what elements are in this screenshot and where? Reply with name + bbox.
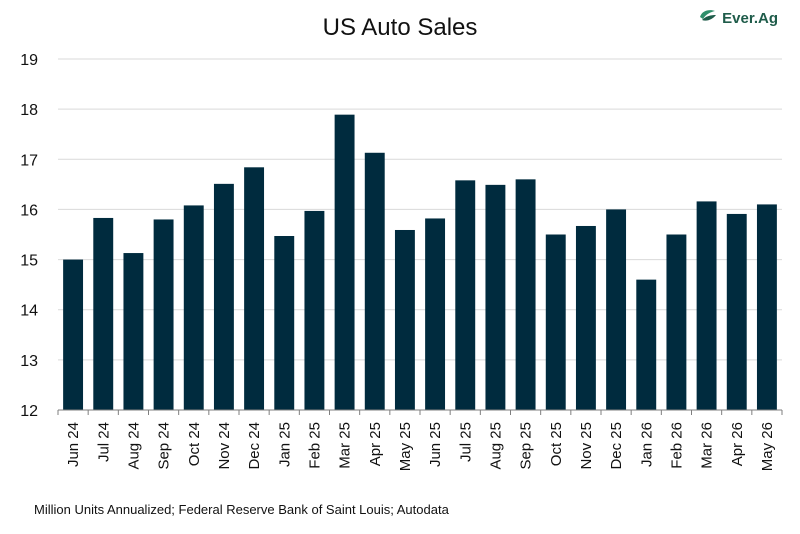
x-tick-label: Aug 24 — [125, 422, 142, 470]
y-tick-label: 15 — [20, 253, 38, 270]
y-tick-label: 17 — [20, 152, 38, 169]
x-tick-label: Aug 25 — [487, 422, 504, 470]
x-tick-label: Sep 24 — [156, 422, 173, 470]
x-tick-label: Jul 25 — [457, 422, 474, 462]
x-tick-label: Jan 25 — [276, 422, 293, 467]
x-tick-label: Jan 26 — [638, 422, 655, 467]
x-tick-label: May 26 — [759, 422, 776, 471]
bar — [304, 210, 325, 410]
bar — [575, 225, 596, 410]
bar — [666, 234, 687, 410]
chart-title: US Auto Sales — [322, 14, 478, 41]
y-tick-label: 19 — [20, 52, 38, 69]
bar — [153, 219, 174, 410]
x-tick-label: Feb 26 — [668, 422, 685, 469]
bar — [545, 234, 566, 410]
x-tick-label: Mar 26 — [699, 422, 716, 469]
y-tick-label: 14 — [20, 303, 38, 320]
x-tick-label: Nov 25 — [578, 422, 595, 470]
bar — [394, 229, 415, 410]
bar — [756, 204, 777, 410]
x-tick-label: Mar 25 — [337, 422, 354, 469]
y-tick-label: 16 — [20, 202, 38, 219]
bar — [244, 167, 265, 410]
bar — [726, 213, 747, 410]
x-tick-label: Oct 25 — [548, 422, 565, 466]
bar — [696, 201, 717, 410]
x-tick-label: Jun 25 — [427, 422, 444, 467]
x-tick-label: Nov 24 — [216, 422, 233, 470]
x-tick-label: Jun 24 — [65, 422, 82, 467]
bar — [606, 209, 627, 410]
bar — [515, 179, 536, 410]
y-tick-label: 12 — [20, 403, 38, 420]
bar — [334, 114, 355, 410]
bar — [183, 205, 204, 410]
x-tick-label: Feb 25 — [306, 422, 323, 469]
brand-logo: Ever.Ag — [698, 8, 778, 29]
logo-wordmark: Ever.Ag — [722, 10, 778, 27]
ever-ag-leaf-icon — [698, 8, 718, 29]
x-tick-label: Dec 24 — [246, 422, 263, 470]
x-tick-label: May 25 — [397, 422, 414, 471]
x-tick-label: Dec 25 — [608, 422, 625, 470]
bar — [636, 279, 657, 410]
bar — [485, 184, 506, 410]
x-tick-label: Jul 24 — [95, 422, 112, 462]
bar — [123, 253, 144, 410]
y-tick-label: 18 — [20, 102, 38, 119]
bar — [455, 180, 476, 410]
x-tick-label: Oct 24 — [186, 422, 203, 466]
chart-footnote: Million Units Annualized; Federal Reserv… — [34, 502, 449, 517]
bar — [274, 236, 295, 410]
y-tick-label: 13 — [20, 353, 38, 370]
x-tick-label: Sep 25 — [518, 422, 535, 470]
bar — [63, 259, 84, 410]
bar — [425, 218, 446, 410]
x-tick-label: Apr 25 — [367, 422, 384, 466]
x-tick-label: Apr 26 — [729, 422, 746, 466]
bar — [213, 183, 234, 410]
bar — [364, 152, 385, 410]
bar — [93, 217, 114, 410]
